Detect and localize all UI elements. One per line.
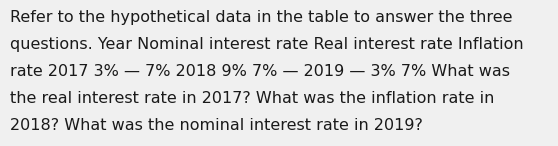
Text: questions. Year Nominal interest rate Real interest rate Inflation: questions. Year Nominal interest rate Re… [10,37,523,52]
Text: 2018? What was the nominal interest rate in 2019?: 2018? What was the nominal interest rate… [10,118,423,133]
Text: rate 2017 3% — 7% 2018 9% 7% — 2019 — 3% 7% What was: rate 2017 3% — 7% 2018 9% 7% — 2019 — 3%… [10,64,510,79]
Text: the real interest rate in 2017? What was the inflation rate in: the real interest rate in 2017? What was… [10,91,494,106]
Text: Refer to the hypothetical data in the table to answer the three: Refer to the hypothetical data in the ta… [10,10,513,25]
